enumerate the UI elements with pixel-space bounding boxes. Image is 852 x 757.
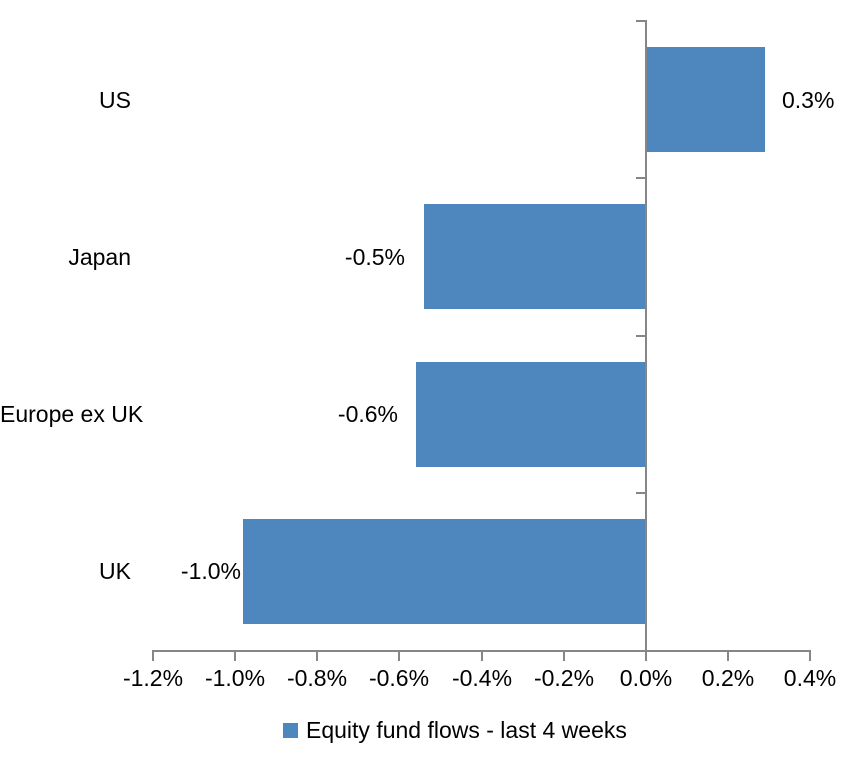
bar-uk [243,519,645,624]
chart-legend: Equity fund flows - last 4 weeks [283,716,627,744]
bar-europe-ex-uk [416,362,646,467]
data-label: -0.6% [337,401,398,427]
x-axis-tick [563,652,565,661]
category-label: US [99,87,131,113]
x-tick-label: -1.0% [204,665,266,691]
x-tick-label: -0.8% [286,665,348,691]
y-axis-tick [636,492,645,494]
y-axis-tick [636,20,645,22]
x-tick-label: -1.2% [122,665,184,691]
x-tick-label: -0.4% [451,665,513,691]
x-axis-tick [727,652,729,661]
y-axis-line [645,20,647,660]
x-tick-label: -0.2% [533,665,595,691]
data-label: 0.3% [782,87,835,113]
x-tick-label: -0.6% [368,665,430,691]
x-tick-label: 0.2% [701,665,755,691]
legend-marker-icon [283,722,298,738]
x-axis-tick [316,652,318,661]
y-axis-tick [636,177,645,179]
category-label: UK [99,558,131,584]
x-axis-tick [809,652,811,661]
legend-label: Equity fund flows - last 4 weeks [306,717,627,743]
x-axis-tick [481,652,483,661]
x-tick-label: 0.0% [619,665,673,691]
x-axis-line [152,650,811,652]
bar-japan [424,204,646,309]
x-axis-tick [152,652,154,661]
bar-us [646,47,765,152]
data-label: -0.5% [344,244,405,270]
data-label: -1.0% [180,558,241,584]
y-axis-tick [636,335,645,337]
x-axis-tick [398,652,400,661]
category-label: Europe ex UK [0,401,144,427]
x-axis-tick [234,652,236,661]
x-tick-label: 0.4% [783,665,837,691]
category-label: Japan [68,244,131,270]
